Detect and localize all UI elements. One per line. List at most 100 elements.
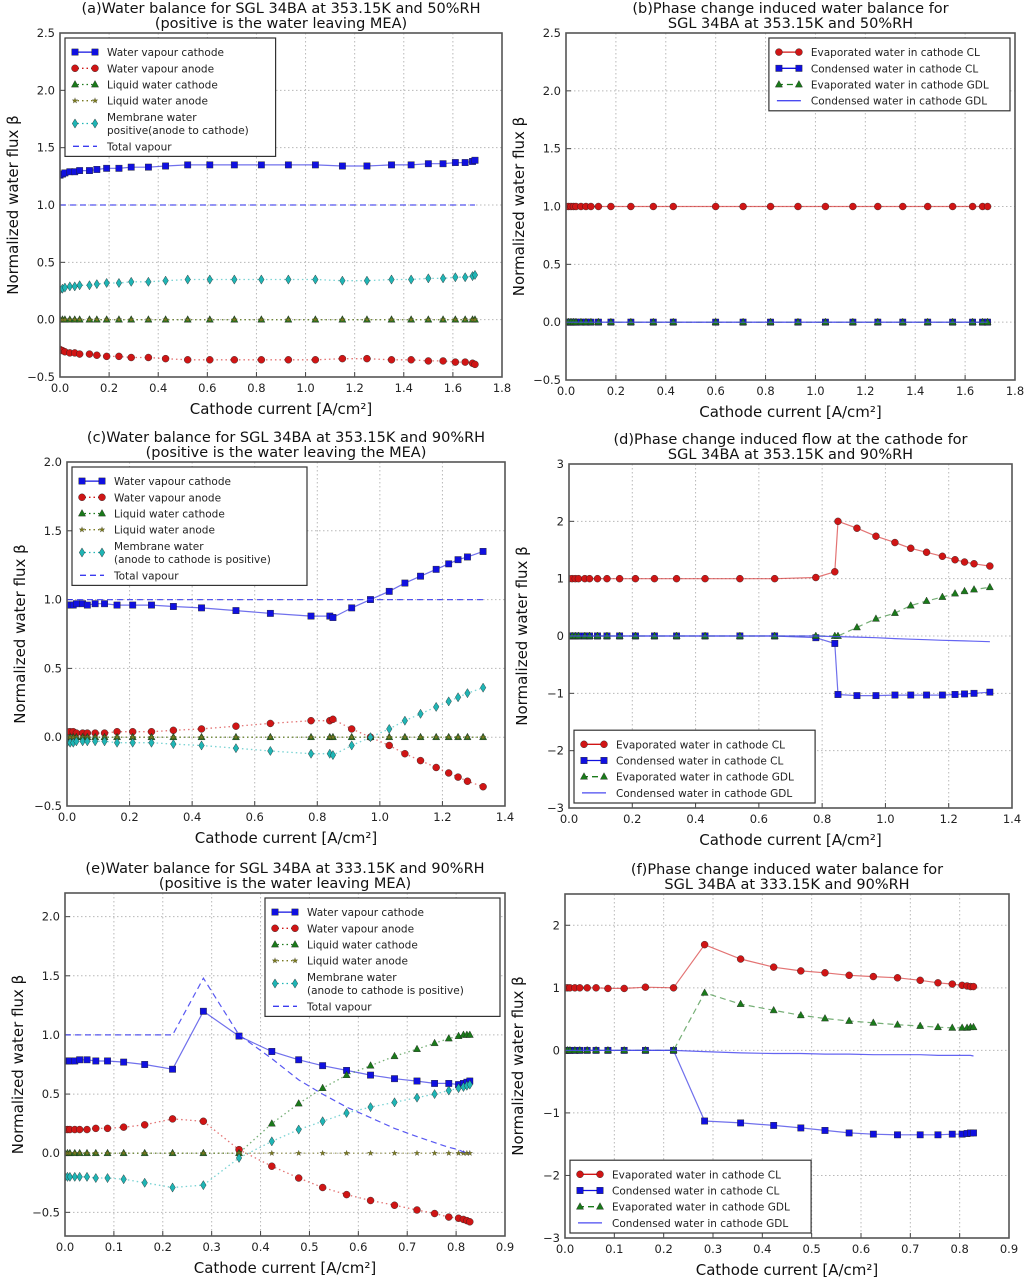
- legend-item: Evaporated water in cathode CL: [775, 47, 980, 59]
- data-point: [471, 316, 479, 323]
- x-tick-label: 0.0: [560, 812, 578, 826]
- legend-item: Condensed water in cathode CL: [576, 1186, 779, 1198]
- data-point: [267, 1119, 276, 1127]
- y-axis-label: Normalized water flux β: [4, 115, 22, 295]
- data-point: [184, 316, 191, 323]
- data-point: [408, 316, 415, 323]
- data-point: [432, 763, 440, 772]
- data-point: [312, 316, 319, 323]
- data-point: [232, 722, 240, 730]
- data-point: [572, 317, 580, 325]
- legend-marker: [596, 1187, 604, 1194]
- data-point: [92, 1124, 100, 1133]
- x-tick-label: 0.6: [852, 1242, 870, 1256]
- x-tick-label: 0.2: [655, 1242, 673, 1256]
- data-point: [700, 988, 709, 996]
- legend-label: Membrane water: [114, 541, 204, 553]
- data-point: [127, 163, 135, 171]
- data-point: [454, 773, 462, 781]
- x-tick-label: 0.4: [251, 1240, 269, 1254]
- x-tick-label: 0.3: [704, 1242, 722, 1256]
- data-point: [739, 317, 748, 325]
- legend-marker: [271, 957, 279, 964]
- data-point: [103, 316, 110, 323]
- data-point: [978, 317, 987, 325]
- legend: Water vapour cathode Water vapour anode Li…: [64, 37, 277, 158]
- data-point: [329, 614, 337, 621]
- data-point: [115, 316, 123, 323]
- data-point: [938, 592, 947, 600]
- legend-label: Condensed water in cathode CL: [811, 63, 978, 75]
- legend-item: Water vapour anode: [78, 492, 221, 504]
- series-liquid-water-anode: [60, 316, 479, 323]
- legend-marker: [98, 509, 106, 517]
- data-point: [970, 1129, 977, 1137]
- series-evaporated-water-in-cathode-gdl: [569, 582, 994, 639]
- data-point: [948, 980, 956, 988]
- data-point: [115, 164, 123, 172]
- subplot-c: 0.0 0.2 0.4 0.6 0.8 1.0 1.2 1.4−0.50.00.51.01.5…: [11, 430, 514, 847]
- series-evaporated-water-in-cathode-cl: [569, 517, 994, 583]
- data-point: [198, 740, 205, 751]
- series-condensed-water-in-cathode-cl: [565, 1046, 977, 1139]
- data-point: [390, 1051, 399, 1060]
- data-point: [440, 273, 447, 284]
- data-point: [413, 1149, 421, 1156]
- data-point: [391, 1149, 398, 1156]
- series-evaporated-water-in-cathode-cl: [566, 202, 992, 211]
- data-point: [669, 317, 678, 325]
- x-tick-label: 0.8: [247, 381, 265, 395]
- x-tick-label: 0.4: [149, 381, 167, 395]
- data-point: [417, 572, 424, 580]
- data-point: [462, 272, 469, 283]
- legend-marker: [600, 772, 608, 780]
- data-point: [388, 161, 395, 169]
- y-tick-label: −0.5: [34, 799, 62, 813]
- data-point: [430, 1038, 439, 1047]
- x-tick-label: 0.6: [198, 381, 216, 395]
- data-point: [93, 166, 101, 173]
- data-point: [408, 274, 415, 285]
- series-water-vapour-anode: [67, 715, 487, 791]
- data-point: [948, 1023, 957, 1031]
- data-point: [906, 601, 915, 609]
- x-tick-label: 0.7: [398, 1240, 416, 1254]
- y-tick-label: 1.0: [42, 1028, 60, 1042]
- data-point: [169, 603, 177, 610]
- data-point: [603, 574, 611, 583]
- data-point: [92, 1057, 100, 1065]
- x-tick-label: 0.9: [496, 1240, 514, 1254]
- x-tick-label: 0.1: [105, 1240, 123, 1254]
- subplot-f: 0.0 0.1 0.2 0.3 0.4 0.5 0.6 0.7 0.8 0.9 −3 −2 −1 0 1 2 (…: [509, 862, 1018, 1279]
- data-point: [169, 726, 178, 735]
- legend-label: Membrane water: [107, 112, 197, 124]
- data-point: [479, 548, 487, 555]
- data-point: [466, 1079, 473, 1090]
- data-point: [184, 161, 192, 169]
- data-point: [425, 273, 432, 284]
- x-tick-label: 0.8: [951, 1242, 969, 1256]
- data-point: [650, 574, 659, 583]
- data-point: [923, 317, 932, 325]
- data-point: [329, 715, 337, 724]
- x-tick-label: 0.8: [813, 812, 831, 826]
- series-condensed-water-in-cathode-gdl: [569, 635, 990, 643]
- series-total-vapour: [65, 977, 471, 1154]
- data-point: [258, 274, 265, 285]
- data-point: [461, 358, 469, 366]
- legend-marker: [91, 118, 99, 129]
- y-tick-label: 2.0: [42, 910, 60, 924]
- y-axis-label: Normalized water flux β: [11, 544, 29, 724]
- legend-item: Evaporated water in cathode GDL: [774, 80, 989, 92]
- data-point: [76, 1171, 83, 1182]
- series-line: [569, 635, 990, 643]
- data-point: [84, 736, 91, 747]
- data-point: [669, 1045, 678, 1054]
- data-point: [184, 274, 191, 285]
- data-point: [615, 631, 624, 639]
- data-point: [922, 596, 931, 604]
- data-point: [162, 162, 169, 170]
- chart-title: (positive is the water leaving MEA): [159, 876, 411, 892]
- y-tick-label: 0.5: [543, 257, 561, 271]
